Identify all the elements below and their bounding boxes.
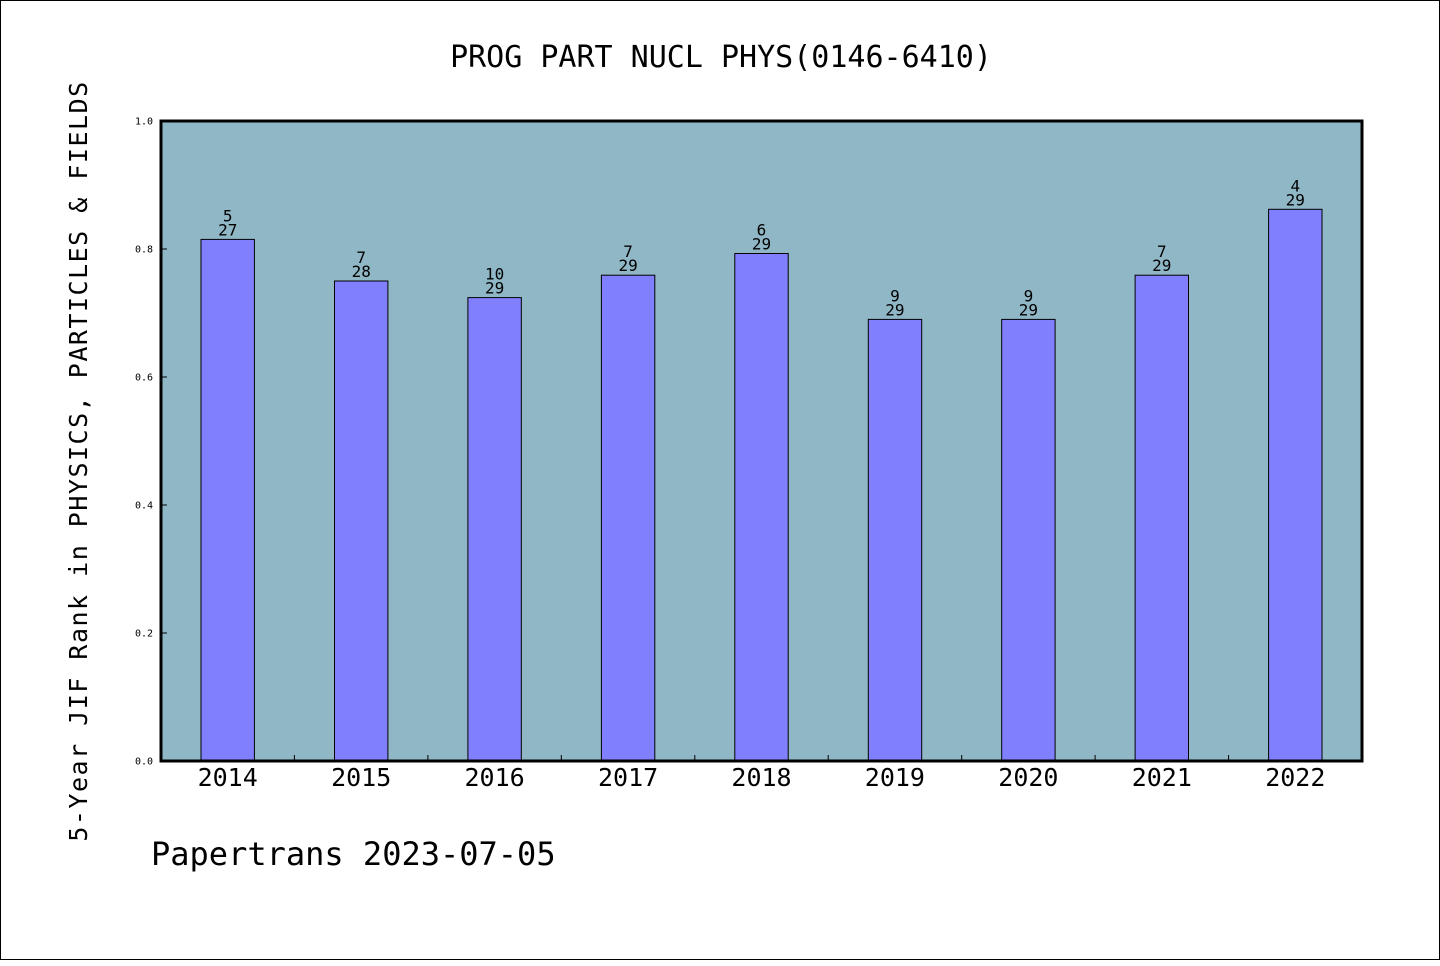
bar-2019 <box>867 318 923 762</box>
bar-2021 <box>1134 274 1189 762</box>
bar-2020 <box>1001 318 1056 762</box>
bar-2014 <box>200 238 255 762</box>
footer-text: Papertrans 2023-07-05 <box>151 835 556 873</box>
bar-total-label-2015: 28 <box>352 262 371 281</box>
bar-total-label-2022: 29 <box>1286 190 1305 209</box>
bar-rank-label-2020: 9 <box>1024 286 1034 305</box>
bar-total-label-2018: 29 <box>752 235 771 254</box>
x-tick-label-2016: 2016 <box>464 763 524 792</box>
y-tick-label-0.8: 0.8 <box>135 245 153 256</box>
axes: 2014 2015 2016 2017 2018 2019 2020 2021 2022 0.0 0… <box>135 117 1325 793</box>
bar-total-label-2019: 29 <box>885 300 904 319</box>
bar-rank-label-2021: 7 <box>1157 242 1167 261</box>
bar-rank-label-2018: 6 <box>757 221 767 240</box>
x-tick-label-2022: 2022 <box>1265 763 1325 792</box>
bar-rank-label-2015: 7 <box>356 248 366 267</box>
x-tick-label-2017: 2017 <box>598 763 658 792</box>
bar-2015 <box>334 280 389 762</box>
bar-total-label-2014: 27 <box>218 220 237 239</box>
bar-total-label-2017: 29 <box>618 256 637 275</box>
bar-rank-label-2022: 4 <box>1290 176 1300 195</box>
y-tick-label-0.0: 0.0 <box>135 757 153 768</box>
x-tick-label-2021: 2021 <box>1132 763 1192 792</box>
y-tick-label-1.0: 1.0 <box>135 117 153 128</box>
bar-2017 <box>600 274 656 762</box>
y-axis-label: 5-Year JIF Rank in PHYSICS, PARTICLES & … <box>64 80 93 841</box>
bar-total-label-2021: 29 <box>1152 256 1171 275</box>
bar-2018 <box>734 253 789 762</box>
bar-2016 <box>467 297 522 762</box>
y-tick-label-0.4: 0.4 <box>135 501 153 512</box>
plot-border <box>159 119 1364 763</box>
x-tick-label-2015: 2015 <box>331 763 391 792</box>
x-tick-label-2014: 2014 <box>198 763 258 792</box>
bar-total-label-2016: 29 <box>485 279 504 298</box>
bar-2022 <box>1268 208 1323 762</box>
bar-total-label-2020: 29 <box>1019 300 1038 319</box>
x-tick-label-2019: 2019 <box>865 763 925 792</box>
y-tick-label-0.6: 0.6 <box>135 373 153 384</box>
chart-title: PROG PART NUCL PHYS(0146-6410) <box>450 40 992 75</box>
bar-rank-label-2017: 7 <box>623 242 633 261</box>
x-tick-label-2020: 2020 <box>998 763 1058 792</box>
bar-rank-label-2019: 9 <box>890 286 900 305</box>
bar-rank-label-2016: 10 <box>485 265 504 284</box>
x-tick-label-2018: 2018 <box>731 763 791 792</box>
bar-rank-label-2014: 5 <box>223 206 233 225</box>
y-tick-label-0.2: 0.2 <box>135 629 153 640</box>
